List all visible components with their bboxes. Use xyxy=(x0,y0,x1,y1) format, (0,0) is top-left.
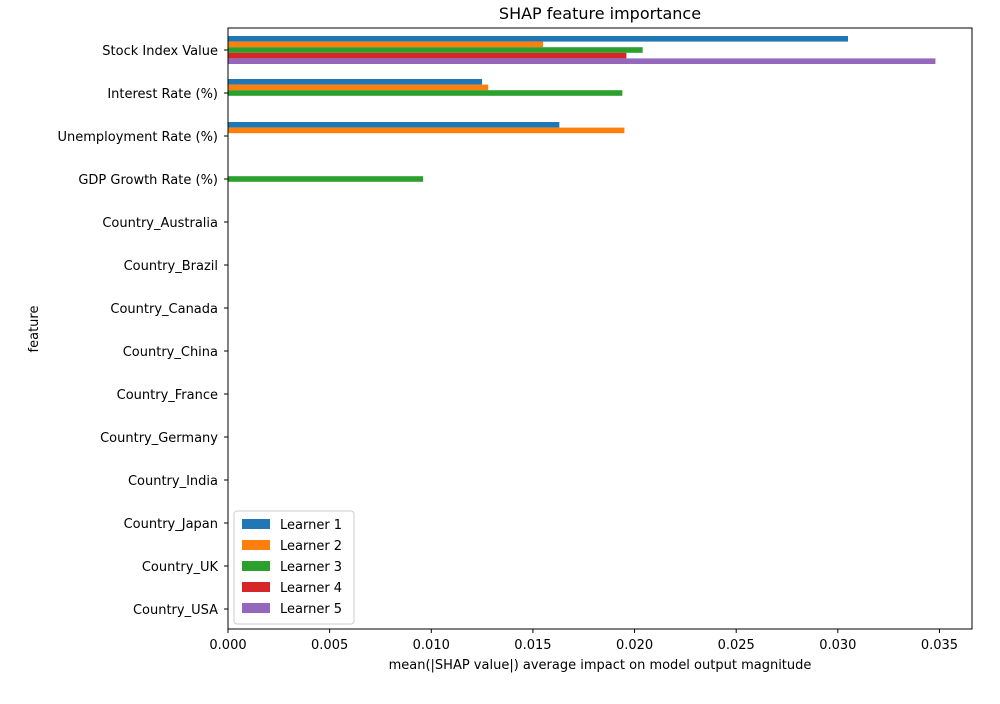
legend-label-learner-4: Learner 4 xyxy=(280,581,342,596)
plot-frame xyxy=(227,27,973,630)
y-tick-label-country-india: Country_India xyxy=(128,474,218,489)
y-tick-label-country-france: Country_France xyxy=(117,388,218,403)
bar-learner-3-stock-index-value xyxy=(228,47,643,53)
bar-learner-3-interest-rate xyxy=(228,90,623,96)
legend: Learner 1 Learner 2 Learner 3 Learner 4 Lear… xyxy=(233,510,355,625)
y-tick-label-stock-index-value: Stock Index Value xyxy=(102,44,218,59)
bar-learner-1-interest-rate xyxy=(228,79,483,85)
y-tick-label-country-australia: Country_Australia xyxy=(102,216,218,231)
y-axis-label: feature xyxy=(27,306,42,353)
y-tick-label-country-japan: Country_Japan xyxy=(124,517,218,532)
bar-learner-3-gdp-growth-rate xyxy=(228,176,424,182)
y-tick-label-gdp-growth-rate: GDP Growth Rate (%) xyxy=(78,173,218,188)
y-tick-label-country-china: Country_China xyxy=(123,345,218,360)
bar-learner-1-stock-index-value xyxy=(228,36,848,42)
x-tick-label: 0.035 xyxy=(921,638,958,653)
bar-learner-2-interest-rate xyxy=(228,84,489,91)
y-tick-label-country-brazil: Country_Brazil xyxy=(124,259,218,274)
y-axis-ticks: Stock Index Value Interest Rate (%) Unempl… xyxy=(58,44,228,618)
y-tick-label-country-germany: Country_Germany xyxy=(100,431,218,446)
legend-swatch-learner-5 xyxy=(242,603,270,613)
x-axis-ticks: 0.000 0.005 0.010 0.015 0.020 0.025 0.030 0.035 xyxy=(209,629,958,653)
bar-learner-4-stock-index-value xyxy=(228,52,627,59)
x-tick-label: 0.025 xyxy=(718,638,755,653)
bar-learner-2-unemployment-rate xyxy=(228,127,625,134)
x-tick-label: 0.000 xyxy=(209,638,246,653)
legend-box xyxy=(233,510,355,625)
y-tick-label-country-canada: Country_Canada xyxy=(110,302,218,317)
legend-swatch-learner-1 xyxy=(242,519,270,529)
x-tick-label: 0.015 xyxy=(514,638,551,653)
legend-swatch-learner-3 xyxy=(242,561,270,571)
bar-learner-2-stock-index-value xyxy=(228,41,544,48)
y-tick-label-country-usa: Country_USA xyxy=(133,603,218,618)
x-tick-label: 0.010 xyxy=(413,638,450,653)
x-tick-label: 0.020 xyxy=(616,638,653,653)
x-tick-label: 0.030 xyxy=(819,638,856,653)
legend-label-learner-2: Learner 2 xyxy=(280,539,342,554)
legend-swatch-learner-4 xyxy=(242,582,270,592)
legend-label-learner-3: Learner 3 xyxy=(280,560,342,575)
x-tick-label: 0.005 xyxy=(311,638,348,653)
bars-group xyxy=(228,36,936,182)
legend-swatch-learner-2 xyxy=(242,540,270,550)
legend-label-learner-5: Learner 5 xyxy=(280,602,342,617)
legend-label-learner-1: Learner 1 xyxy=(280,518,342,533)
bar-learner-1-unemployment-rate xyxy=(228,122,560,128)
chart-title: SHAP feature importance xyxy=(499,4,701,23)
y-tick-label-interest-rate: Interest Rate (%) xyxy=(107,87,218,102)
y-tick-label-unemployment-rate: Unemployment Rate (%) xyxy=(58,130,219,145)
bar-learner-5-stock-index-value xyxy=(228,58,936,64)
x-axis-label: mean(|SHAP value|) average impact on mod… xyxy=(389,658,812,673)
y-tick-label-country-uk: Country_UK xyxy=(142,560,219,575)
